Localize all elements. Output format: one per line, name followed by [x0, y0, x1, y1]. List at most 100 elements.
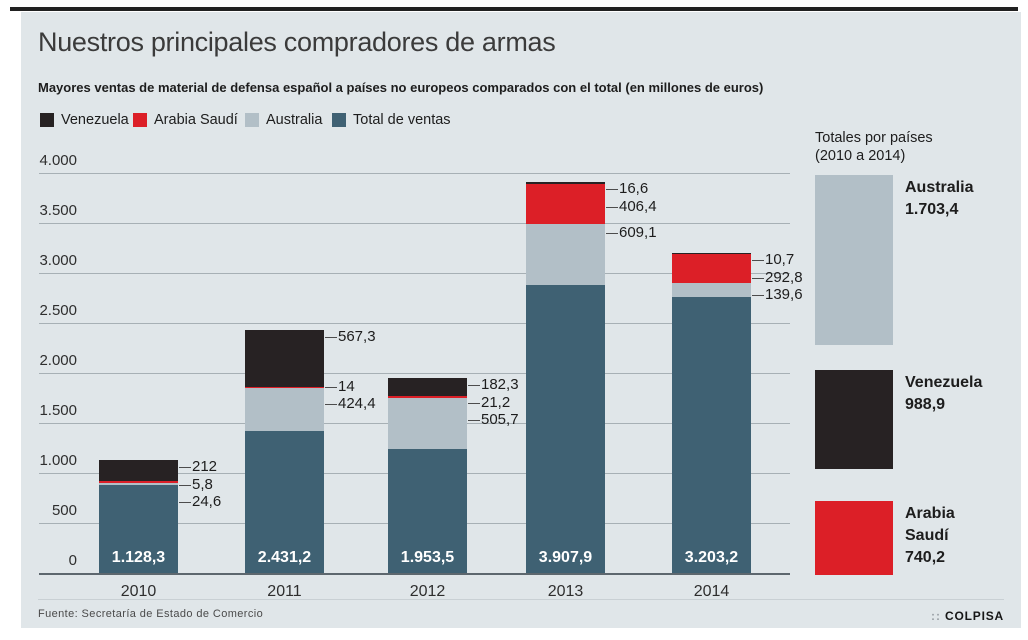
totals-country-value: 1.703,4 [905, 201, 959, 218]
callout-label-venezuela-2010: 212 [192, 458, 218, 476]
totals-title-line1: Totales por países [815, 130, 933, 146]
legend-item-venezuela: Venezuela [40, 112, 129, 128]
callout-leader-arabia-saudi [752, 277, 764, 279]
gridline-2.500 [39, 323, 790, 324]
bar-2011 [245, 329, 324, 573]
legend-item-australia: Australia [245, 112, 322, 128]
segment-arabia-saudi [245, 386, 324, 389]
callout-leader-arabia-saudi [606, 207, 618, 209]
callout-leader-australia [606, 232, 618, 234]
callout-leader-venezuela [606, 189, 618, 191]
callout-leader-australia [325, 404, 337, 406]
callout-leader-venezuela [752, 259, 764, 261]
callout-label-venezuela-2011: 567,3 [338, 327, 376, 345]
segment-total-ventas [388, 448, 467, 573]
bar-total-label: 1.953,5 [400, 549, 455, 566]
top-rule [10, 7, 1018, 11]
segment-total-ventas [245, 430, 324, 573]
totals-label-arabia-saudi: Arabia Saudí 740,2 [905, 503, 955, 569]
gridline-3.500 [39, 223, 790, 224]
callout-label-australia-2012: 505,7 [481, 410, 519, 428]
bar-2013 [526, 182, 605, 573]
y-tick-label: 3.500 [39, 202, 77, 219]
segment-arabia-saudi [99, 481, 178, 483]
legend-label: Total de ventas [353, 112, 451, 128]
totals-label-venezuela: Venezuela 988,9 [905, 372, 982, 416]
callout-leader-venezuela [325, 336, 337, 338]
legend-swatch-icon [133, 113, 147, 127]
callout-leader-australia [468, 419, 480, 421]
y-tick-label: 3.000 [39, 252, 77, 269]
legend-swatch-icon [332, 113, 346, 127]
totals-country-name: Venezuela [905, 374, 983, 391]
callout-label-venezuela-2013: 16,6 [619, 180, 649, 198]
y-tick-label: 1.500 [39, 402, 77, 419]
segment-total-ventas [526, 285, 605, 573]
totals-panel-title: Totales por países (2010 a 2014) [815, 129, 933, 165]
bar-total-label: 3.907,9 [538, 549, 593, 566]
segment-venezuela [526, 182, 605, 184]
brand-name: COLPISA [945, 609, 1004, 623]
callout-label-arabia-saudi-2014: 292,8 [765, 268, 803, 286]
legend: Venezuela Arabia Saudí Australia Total de v… [21, 12, 1021, 628]
y-tick-label: 2.000 [39, 352, 77, 369]
callout-leader-australia [179, 502, 191, 504]
callout-leader-arabia-saudi [468, 402, 480, 404]
segment-venezuela [388, 377, 467, 396]
segment-australia [388, 397, 467, 449]
segment-australia [99, 482, 178, 486]
segment-venezuela [245, 329, 324, 387]
gridline-4.000 [39, 173, 790, 174]
totals-country-name: Arabia [905, 505, 955, 522]
y-tick-label: 500 [51, 502, 77, 519]
chart-title: Nuestros principales compradores de arma… [38, 27, 556, 57]
segment-australia [245, 388, 324, 431]
x-axis-label-2013: 2013 [547, 583, 584, 600]
totals-box-arabia-saudi [815, 501, 893, 576]
segment-total-ventas [99, 485, 178, 573]
totals-panel: Australia 1.703,4 Venezuela 988,9 Arabia Saud… [21, 12, 1021, 628]
legend-item-total-de-ventas: Total de ventas [332, 112, 451, 128]
callout-label-arabia-saudi-2011: 14 [338, 378, 355, 396]
legend-item-arabia-saudí: Arabia Saudí [133, 112, 238, 128]
legend-label: Arabia Saudí [154, 112, 238, 128]
chart-subtitle: Mayores ventas de material de defensa es… [38, 80, 764, 95]
callout-label-venezuela-2012: 182,3 [481, 375, 519, 393]
legend-label: Australia [266, 112, 323, 128]
totals-country-name: Australia [905, 179, 974, 196]
segment-australia [672, 283, 751, 298]
callout-label-australia-2010: 24,6 [192, 493, 222, 511]
legend-swatch-icon [245, 113, 259, 127]
callout-label-australia-2011: 424,4 [338, 395, 376, 413]
segment-venezuela [99, 460, 178, 482]
callout-leader-arabia-saudi [179, 485, 191, 487]
callout-label-arabia-saudi-2013: 406,4 [619, 198, 657, 216]
callout-label-australia-2013: 609,1 [619, 223, 657, 241]
segment-arabia-saudi [672, 254, 751, 284]
segment-australia [526, 224, 605, 286]
bar-2010 [99, 460, 178, 573]
colpisa-dots-icon: :: [931, 609, 942, 623]
x-axis-line [39, 573, 790, 575]
callout-label-australia-2014: 139,6 [765, 285, 803, 303]
legend-label: Venezuela [61, 112, 129, 128]
bar-total-label: 3.203,2 [684, 549, 739, 566]
y-tick-label: 2.500 [39, 302, 77, 319]
bar-2012 [388, 377, 467, 573]
y-tick-label: 1.000 [39, 452, 77, 469]
source-note: Fuente: Secretaría de Estado de Comercio [38, 608, 264, 620]
callout-leader-australia [752, 294, 764, 296]
segment-venezuela [672, 252, 751, 255]
gridline-2.000 [39, 373, 790, 374]
callout-leader-venezuela [179, 467, 191, 469]
legend-swatch-icon [40, 113, 54, 127]
y-tick-label: 0 [68, 552, 77, 569]
totals-country-value: 988,9 [905, 396, 946, 413]
footer-divider [38, 599, 1004, 600]
infographic-panel: Nuestros principales compradores de arma… [21, 12, 1021, 628]
callout-label-venezuela-2014: 10,7 [765, 250, 795, 268]
bar-total-label: 2.431,2 [257, 549, 312, 566]
callout-label-arabia-saudi-2010: 5,8 [192, 476, 213, 494]
segment-arabia-saudi [526, 183, 605, 225]
